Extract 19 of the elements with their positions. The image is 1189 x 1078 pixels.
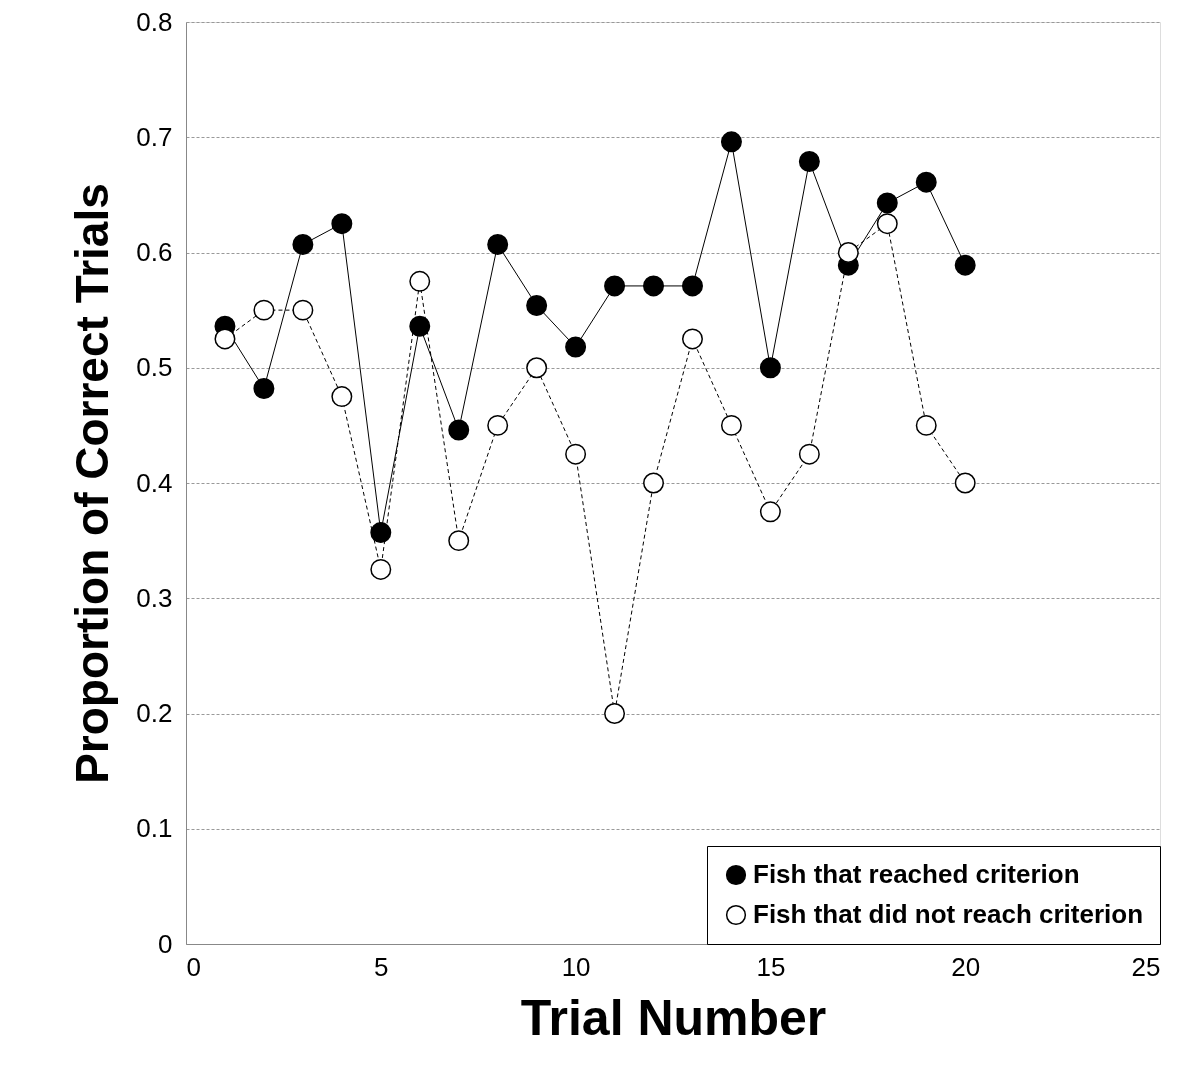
x-tick-label: 15 [756, 951, 786, 982]
y-tick-label: 0.5 [136, 352, 173, 383]
y-tick-label: 0.6 [136, 237, 173, 267]
legend-label: Fish that did not reach criterion [753, 899, 1144, 929]
y-tick-label: 0 [158, 928, 173, 959]
x-tick-label: 5 [374, 951, 389, 982]
y-tick-label: 0.1 [136, 813, 173, 844]
x-axis-title: Trial Number [520, 989, 827, 1046]
x-tick-label: 10 [561, 951, 591, 982]
y-tick-label: 0.3 [136, 582, 173, 613]
y-axis-title: Proportion of Correct Trials [66, 183, 119, 784]
legend-label: Fish that reached criterion [753, 859, 1080, 889]
y-tick-label: 0.7 [136, 121, 173, 152]
x-tick-label: 20 [951, 951, 981, 982]
x-tick-label: 0 [186, 951, 201, 982]
y-tick-label: 0.8 [136, 6, 173, 37]
y-tick-label: 0.4 [136, 467, 173, 498]
x-tick-label: 25 [1131, 951, 1161, 982]
y-tick-label: 0.2 [136, 698, 173, 728]
